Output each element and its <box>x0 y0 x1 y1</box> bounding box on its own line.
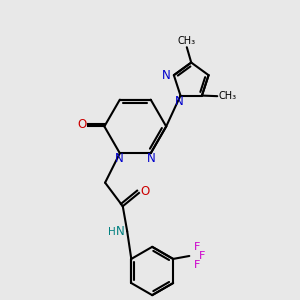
Text: F: F <box>194 242 201 252</box>
Text: CH₃: CH₃ <box>218 91 237 101</box>
Text: F: F <box>194 260 201 270</box>
Text: N: N <box>147 152 156 165</box>
Text: O: O <box>140 185 149 198</box>
Text: N: N <box>116 225 125 238</box>
Text: H: H <box>108 227 116 237</box>
Text: N: N <box>115 152 123 165</box>
Text: N: N <box>175 95 183 108</box>
Text: O: O <box>77 118 86 131</box>
Text: CH₃: CH₃ <box>178 36 196 46</box>
Text: N: N <box>162 69 171 82</box>
Text: F: F <box>200 251 206 261</box>
